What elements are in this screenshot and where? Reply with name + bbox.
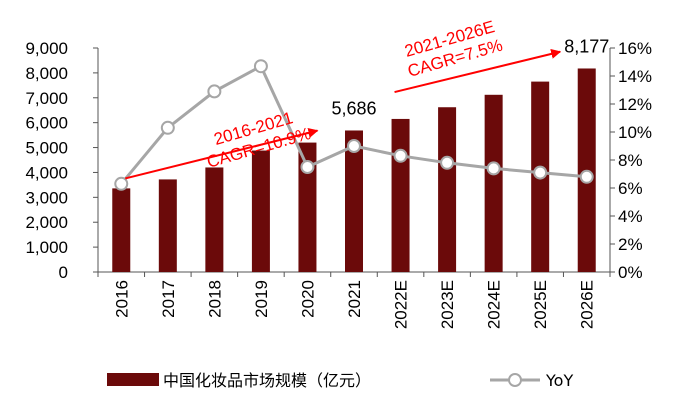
yoy-point (579, 169, 594, 184)
x-axis-category-label: 2017 (159, 280, 178, 318)
right-axis-tick-label: 8% (618, 151, 643, 170)
right-axis-tick-label: 12% (618, 95, 652, 114)
legend-swatch-bar (107, 373, 159, 386)
yoy-point (440, 155, 455, 170)
yoy-point (253, 59, 268, 74)
right-axis-tick-label: 4% (618, 207, 643, 226)
legend-swatch-marker (508, 373, 522, 387)
left-axis-tick-label: 5,000 (25, 139, 68, 158)
x-axis-category-label: 2024E (485, 280, 504, 329)
left-axis-tick-label: 0 (59, 263, 68, 282)
x-axis-category-label: 2026E (578, 280, 597, 329)
yoy-point (393, 148, 408, 163)
x-axis-category-label: 2018 (205, 280, 224, 318)
yoy-point (347, 139, 361, 153)
bar (112, 188, 131, 272)
x-axis-category-label: 2025E (531, 280, 550, 329)
right-axis-tick-label: 0% (618, 263, 643, 282)
bar-data-label: 8,177 (564, 36, 609, 56)
x-axis-category-label: 2022E (392, 280, 411, 329)
yoy-point (207, 84, 222, 99)
left-axis-tick-label: 1,000 (25, 238, 68, 257)
right-axis-tick-label: 14% (618, 67, 652, 86)
left-axis-tick-label: 3,000 (25, 188, 68, 207)
bar (438, 107, 457, 272)
yoy-line-series (114, 59, 594, 191)
bar (298, 142, 317, 272)
yoy-point (114, 176, 129, 191)
yoy-point (160, 120, 175, 135)
x-axis-category-label: 2019 (252, 280, 271, 318)
left-axis-tick-label: 9,000 (25, 39, 68, 58)
x-axis-category-label: 2021 (345, 280, 364, 318)
legend-label-bar: 中国化妆品市场规模（亿元） (163, 371, 371, 390)
right-axis-tick-label: 2% (618, 235, 643, 254)
left-axis-tick-label: 6,000 (25, 114, 68, 133)
yoy-point (300, 160, 315, 174)
right-axis-tick-label: 6% (618, 179, 643, 198)
left-axis-tick-label: 7,000 (25, 89, 68, 108)
right-axis-tick-label: 10% (618, 123, 652, 142)
bar (484, 94, 503, 273)
bar (251, 150, 270, 272)
x-axis-category-label: 2023E (438, 280, 457, 329)
yoy-point (486, 161, 501, 176)
bar (158, 179, 177, 272)
axes: 0 1,000 2,000 3,000 4,000 5,000 6,000 7,000 8,00… (25, 39, 652, 329)
left-axis-tick-label: 8,000 (25, 64, 68, 83)
legend: 中国化妆品市场规模（亿元） YoY (107, 371, 573, 390)
legend-label-line: YoY (545, 371, 573, 390)
right-axis-tick-label: 16% (618, 39, 652, 58)
bar-data-label: 5,686 (331, 98, 376, 118)
cagr-arrow-2016-2021 (125, 127, 319, 180)
bar (205, 167, 224, 272)
left-axis-tick-label: 2,000 (25, 213, 68, 232)
x-axis-category-label: 2020 (298, 280, 317, 318)
x-axis-category-label: 2016 (112, 280, 131, 318)
bar (391, 118, 410, 272)
bar (345, 130, 363, 272)
cagr-arrow-2021-2026 (394, 49, 562, 94)
left-axis-tick-label: 4,000 (25, 163, 68, 182)
data-labels: 5,686 8,177 (331, 36, 609, 118)
yoy-point (533, 165, 548, 180)
